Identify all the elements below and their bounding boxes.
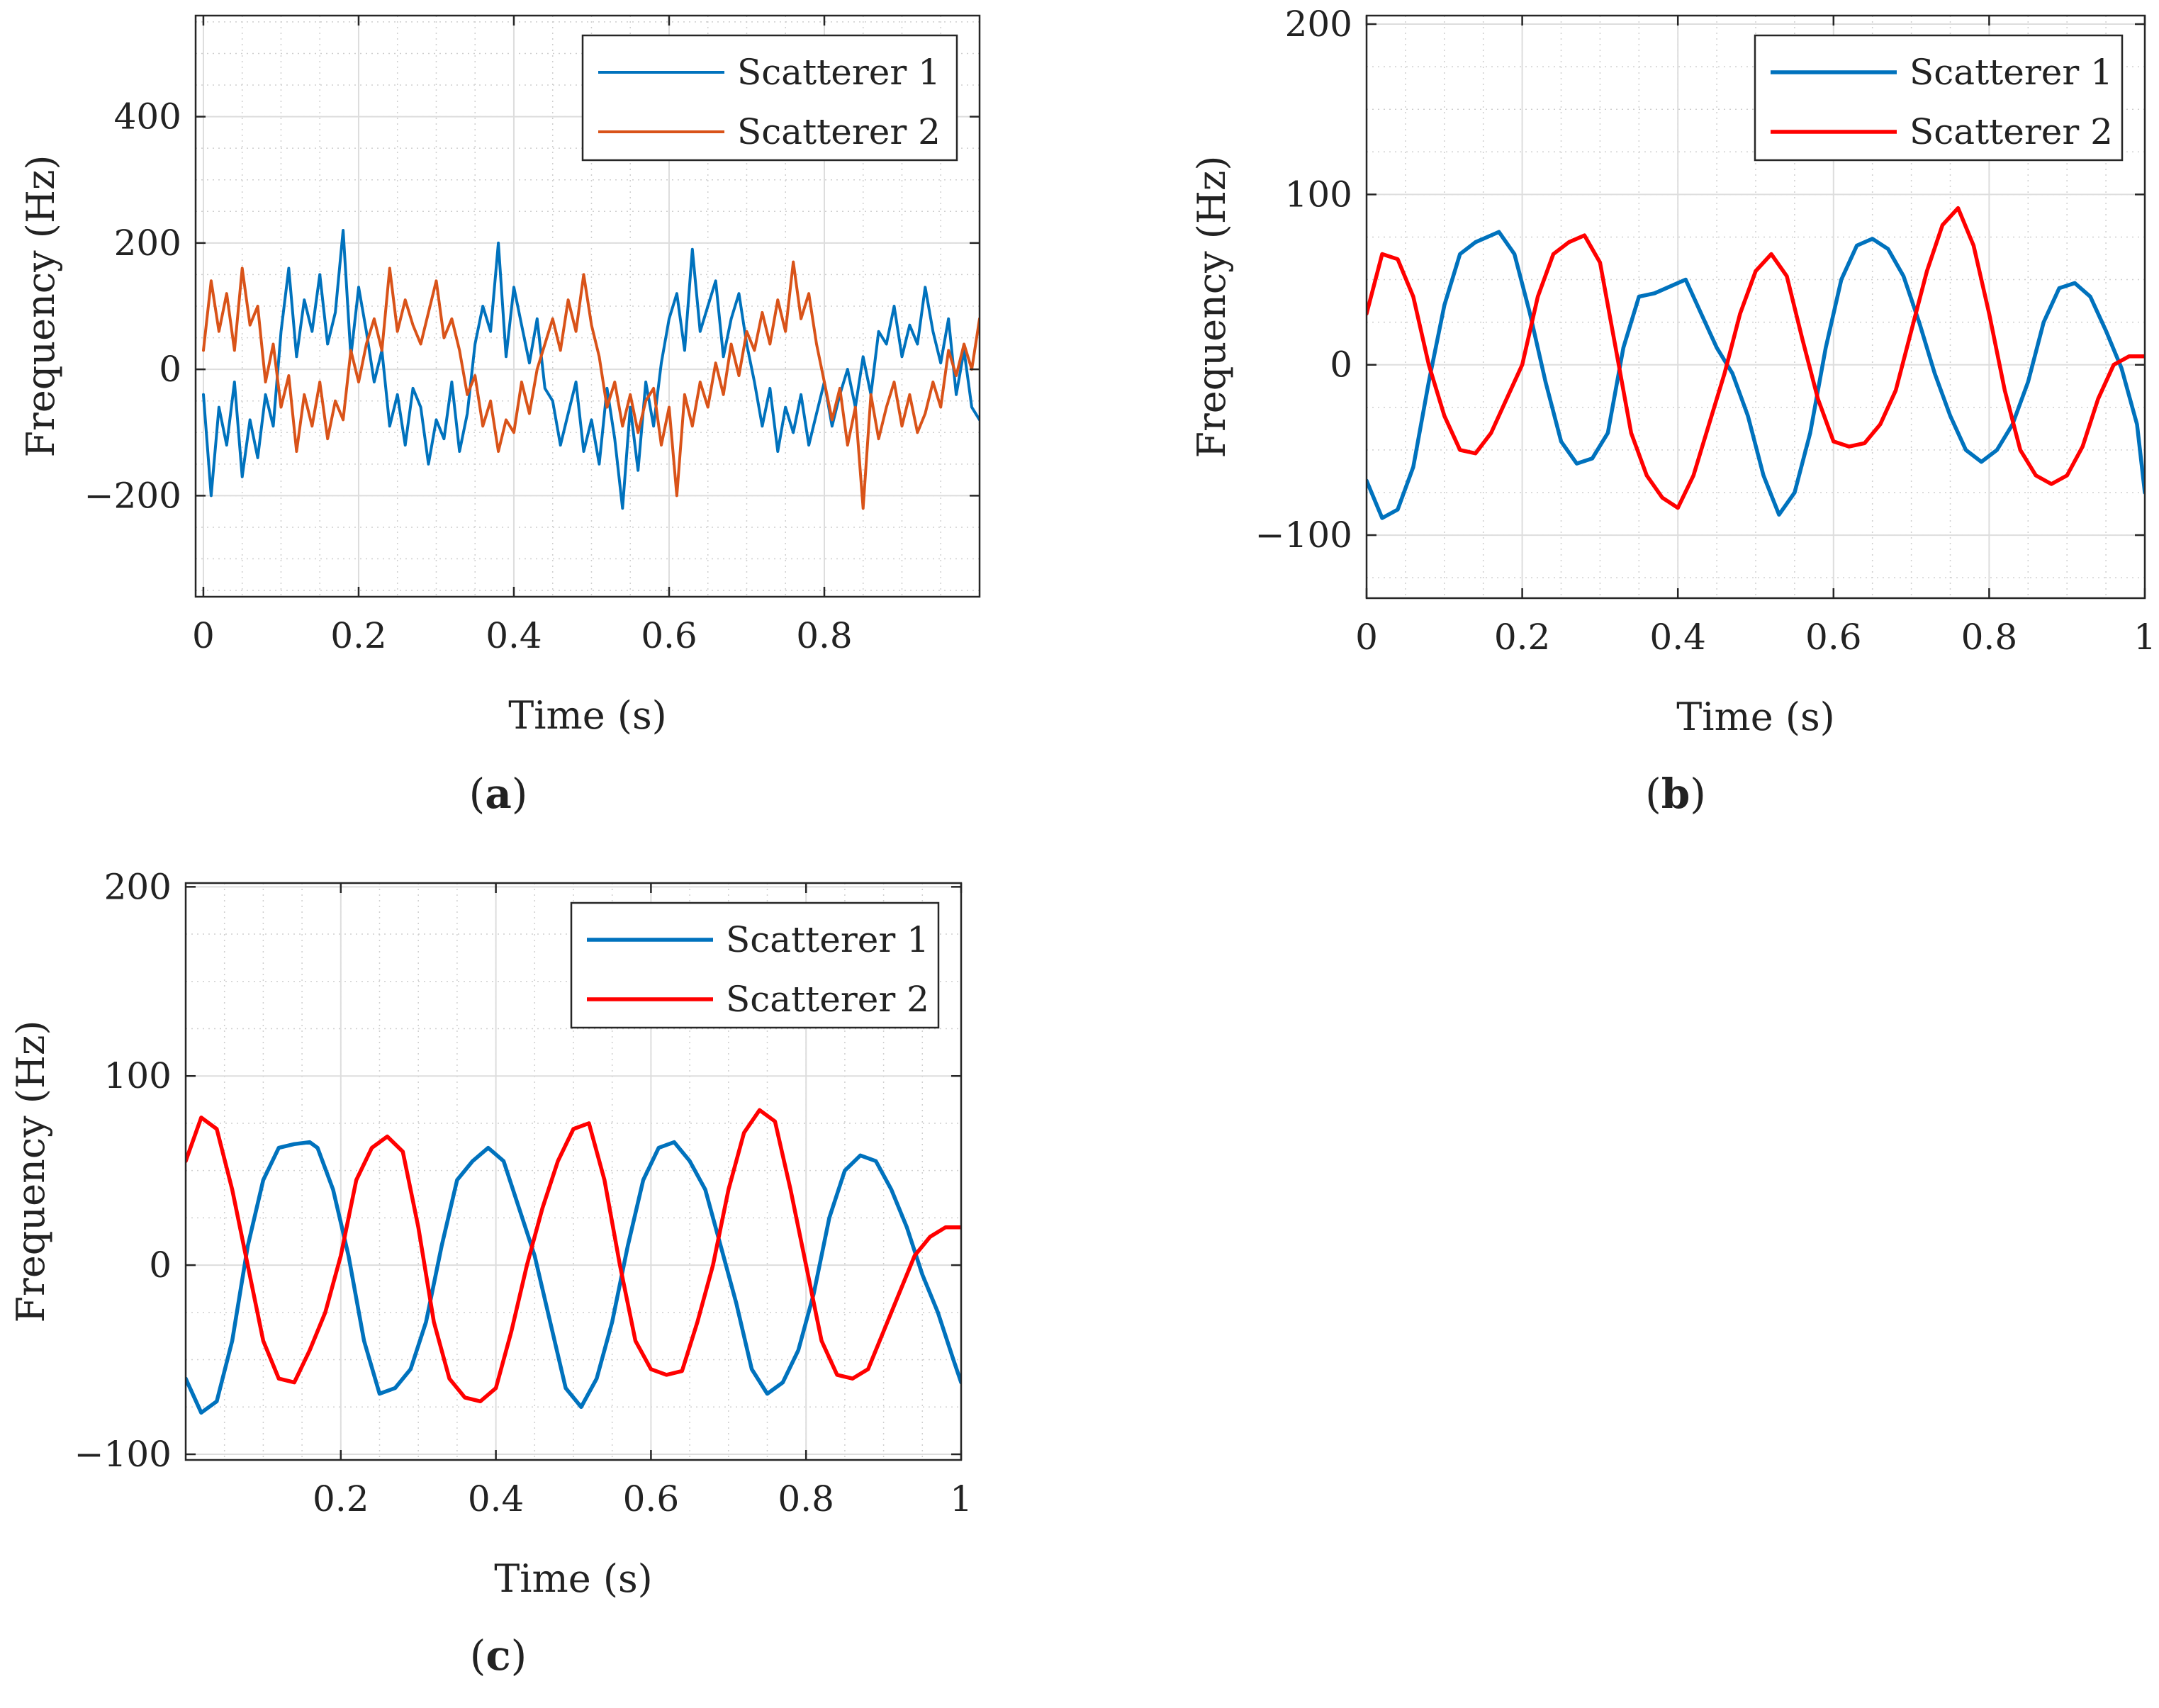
chart-panel-c: 0.2 0.4 0.6 0.8 1 −100 0 100 200 Time (s) Frequenc… [9, 866, 972, 1601]
x-axis-label: Time (s) [1676, 695, 1834, 739]
series-line-1 [186, 1140, 961, 1415]
x-tick-label: 0 [192, 615, 215, 656]
y-axis-label: Frequency (Hz) [9, 1021, 53, 1323]
y-tick-label: 0 [149, 1245, 172, 1286]
chart-panel-b: 0 0.2 0.4 0.6 0.8 1 −100 0 100 200 Time (s) Frequen… [1189, 4, 2156, 739]
x-tick-label: 0 [1355, 617, 1378, 658]
y-tick-label: −100 [1255, 515, 1352, 556]
x-tick-label: 0.4 [486, 615, 542, 656]
series-line-2 [1367, 206, 2145, 510]
y-tick-label: 200 [114, 223, 181, 264]
legend: Scatterer 1 Scatterer 2 [570, 901, 940, 1029]
x-tick-label: 0.6 [1805, 617, 1862, 658]
legend-label-2: Scatterer 2 [726, 979, 929, 1020]
chart-panel-a: 0 0.2 0.4 0.6 0.8 −200 0 200 400 Time (s) Frequenc… [18, 14, 981, 738]
axes-box [184, 882, 963, 1461]
x-tick-label: 1 [950, 1478, 972, 1519]
series-line-2 [186, 1108, 961, 1404]
legend-label-1: Scatterer 1 [737, 52, 941, 93]
x-tick-label: 0.2 [313, 1478, 369, 1519]
x-tick-label: 0.2 [330, 615, 387, 656]
x-tick-label: 0.8 [796, 615, 853, 656]
y-axis-label: Frequency (Hz) [18, 155, 63, 458]
legend: Scatterer 1 Scatterer 2 [1754, 34, 2124, 162]
x-tick-label: 0.4 [1649, 617, 1706, 658]
panel-label-a: (a) [469, 770, 528, 818]
y-tick-label: 400 [114, 96, 181, 137]
x-tick-label: 0.6 [641, 615, 697, 656]
y-tick-label: 200 [104, 866, 172, 907]
y-tick-label: 200 [1285, 4, 1352, 45]
x-tick-label: 0.8 [1961, 617, 2018, 658]
series-line-1 [1367, 230, 2145, 520]
legend-label-2: Scatterer 2 [1910, 111, 2113, 152]
panel-label-b: (b) [1645, 770, 1706, 818]
legend-label-2: Scatterer 2 [737, 111, 941, 152]
legend: Scatterer 1 Scatterer 2 [581, 34, 958, 162]
x-axis-label: Time (s) [508, 693, 666, 738]
y-tick-label: 0 [159, 349, 181, 390]
y-tick-label: −100 [74, 1434, 172, 1475]
panel-label-c: (c) [470, 1631, 527, 1680]
legend-label-1: Scatterer 1 [1910, 52, 2113, 93]
series-line-2 [202, 260, 980, 510]
x-tick-label: 0.8 [778, 1478, 834, 1519]
x-tick-label: 0.6 [623, 1478, 680, 1519]
legend-box [1754, 34, 2124, 162]
y-tick-label: 100 [1285, 174, 1352, 215]
legend-box [570, 901, 940, 1029]
legend-label-1: Scatterer 1 [726, 919, 929, 960]
legend-box [581, 34, 958, 162]
y-tick-label: 0 [1330, 344, 1352, 386]
x-tick-label: 0.4 [468, 1478, 525, 1519]
x-tick-label: 0.2 [1494, 617, 1551, 658]
y-tick-label: −200 [84, 475, 181, 516]
axes-box [194, 14, 981, 598]
x-axis-label: Time (s) [494, 1556, 652, 1601]
x-tick-label: 1 [2133, 617, 2156, 658]
y-axis-label: Frequency (Hz) [1189, 156, 1234, 459]
axes-box [1365, 14, 2146, 600]
series-line-1 [202, 229, 980, 510]
y-tick-label: 100 [104, 1055, 172, 1096]
